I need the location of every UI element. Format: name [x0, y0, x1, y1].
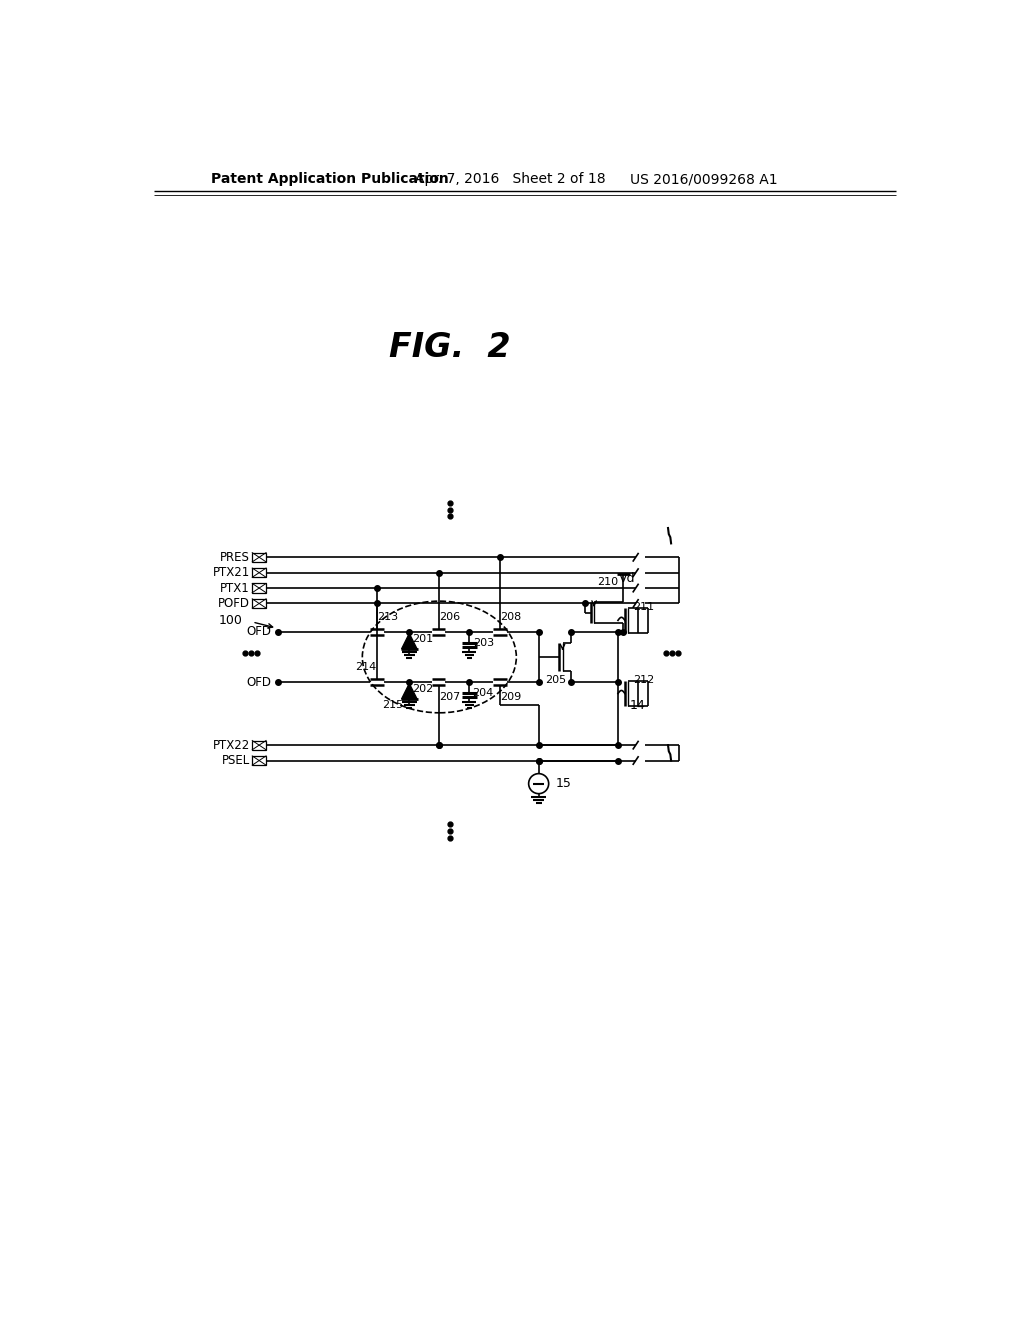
Text: 100: 100 — [218, 614, 243, 627]
Text: 207: 207 — [438, 693, 460, 702]
Text: PSEL: PSEL — [221, 754, 250, 767]
Text: Vd: Vd — [618, 572, 636, 585]
Text: 204: 204 — [473, 688, 494, 698]
Text: 205: 205 — [545, 675, 566, 685]
Bar — [252, 568, 266, 577]
Text: 201: 201 — [413, 634, 434, 644]
Text: PTX22: PTX22 — [213, 739, 250, 751]
Text: 213: 213 — [377, 611, 398, 622]
Text: PRES: PRES — [220, 550, 250, 564]
Text: 208: 208 — [501, 611, 521, 622]
Text: Apr. 7, 2016   Sheet 2 of 18: Apr. 7, 2016 Sheet 2 of 18 — [416, 172, 606, 186]
Text: FIG.  2: FIG. 2 — [389, 330, 511, 363]
Text: PTX21: PTX21 — [213, 566, 250, 579]
Polygon shape — [401, 684, 417, 700]
Bar — [252, 741, 266, 750]
Text: 202: 202 — [413, 684, 434, 694]
Text: Patent Application Publication: Patent Application Publication — [211, 172, 450, 186]
Text: US 2016/0099268 A1: US 2016/0099268 A1 — [630, 172, 777, 186]
Text: PTX1: PTX1 — [220, 582, 250, 594]
Text: 210: 210 — [597, 577, 618, 587]
Text: 211: 211 — [634, 602, 654, 611]
Text: 215: 215 — [383, 700, 403, 710]
Bar — [252, 756, 266, 766]
Text: 214: 214 — [355, 661, 377, 672]
Text: 203: 203 — [473, 638, 494, 648]
Text: 14: 14 — [630, 698, 645, 711]
Bar — [252, 553, 266, 562]
Bar — [252, 583, 266, 593]
Text: POFD: POFD — [218, 597, 250, 610]
Text: 206: 206 — [438, 611, 460, 622]
Text: 209: 209 — [501, 693, 521, 702]
Bar — [252, 599, 266, 609]
Text: OFD: OFD — [247, 676, 271, 689]
Polygon shape — [401, 634, 417, 649]
Text: 212: 212 — [634, 675, 654, 685]
Text: OFD: OFD — [247, 626, 271, 639]
Text: 15: 15 — [556, 777, 571, 791]
